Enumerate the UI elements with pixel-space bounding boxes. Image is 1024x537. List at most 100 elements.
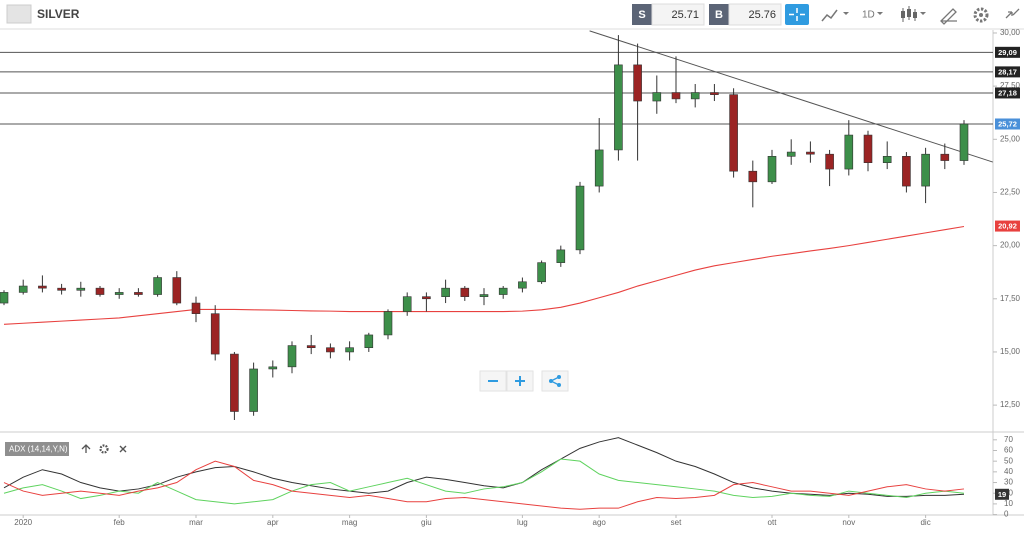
buy-price: 25.76 xyxy=(748,9,776,21)
candle-body xyxy=(748,170,758,183)
settings-button[interactable] xyxy=(973,7,989,23)
dropdown-arrow xyxy=(877,12,883,15)
timeframe-button[interactable]: 1D xyxy=(862,10,883,21)
candle-body xyxy=(902,156,911,187)
candle-body xyxy=(479,294,489,297)
candle-body xyxy=(633,64,642,102)
sell-label: S xyxy=(638,9,645,21)
candle-body xyxy=(95,287,105,295)
candle-body xyxy=(383,311,393,336)
sell-button[interactable] xyxy=(632,4,652,25)
level-tag xyxy=(995,46,1020,58)
toolbar xyxy=(0,0,1024,29)
y-tick-label: 27,50 xyxy=(1000,81,1021,90)
candle-body xyxy=(114,292,124,295)
level-tag-label: 29,09 xyxy=(998,48,1017,57)
candle-body xyxy=(249,368,258,412)
candle-body xyxy=(422,296,431,300)
crosshair-icon xyxy=(789,8,805,21)
buy-button[interactable] xyxy=(709,4,729,25)
indicator-tag xyxy=(995,488,1009,500)
buy-price-box[interactable] xyxy=(728,3,782,26)
candle-body xyxy=(671,92,681,100)
candle-body xyxy=(729,94,738,172)
share-button[interactable] xyxy=(541,370,569,392)
share-dot xyxy=(549,379,553,383)
remove-indicator-button[interactable] xyxy=(119,445,127,453)
indicator-line xyxy=(3,458,965,505)
y-tick-label: 60 xyxy=(1004,446,1013,455)
indicator-badge[interactable] xyxy=(5,442,69,456)
level-tag-label: 27,18 xyxy=(998,88,1017,97)
candle-body xyxy=(614,64,623,151)
indicator-tag-label: 19 xyxy=(998,490,1006,499)
y-tick-label: 10 xyxy=(1004,499,1013,508)
candle-icon xyxy=(913,12,917,18)
chart-type-icon xyxy=(821,9,838,22)
moving-average xyxy=(3,225,965,325)
x-tick-label: ago xyxy=(593,518,607,527)
level-tag xyxy=(995,118,1020,130)
y-tick-label: 17,50 xyxy=(1000,294,1021,303)
y-tick-label: 50 xyxy=(1004,456,1013,465)
symbol: SILVER xyxy=(37,7,80,21)
x-tick-label: giu xyxy=(421,518,432,527)
y-tick-label: 20,00 xyxy=(1000,241,1021,250)
candle-body xyxy=(441,287,450,297)
y-tick-label: 40 xyxy=(1004,467,1013,476)
candle-body xyxy=(844,134,854,170)
plus-icon xyxy=(515,376,525,386)
candle-body xyxy=(652,92,662,102)
candle-body xyxy=(498,287,508,295)
crosshair-button[interactable] xyxy=(785,4,809,25)
level-tag-label: 28,17 xyxy=(998,67,1017,76)
x-tick-label: feb xyxy=(114,518,126,527)
candle-body xyxy=(191,302,201,314)
candle-body xyxy=(230,353,239,412)
indicator-settings-button[interactable] xyxy=(99,444,109,454)
x-tick-label: dic xyxy=(920,518,930,527)
x-tick-label: apr xyxy=(267,518,279,527)
candle-body xyxy=(18,285,28,293)
candle-body xyxy=(268,366,278,370)
chart-type-button[interactable] xyxy=(821,9,849,22)
y-tick-label: 30 xyxy=(1004,478,1013,487)
expand-button[interactable] xyxy=(1005,8,1020,19)
candle-body xyxy=(537,262,546,283)
x-tick-label: set xyxy=(671,518,682,527)
sell-price: 25.71 xyxy=(671,9,699,21)
level-tag-label: 25,72 xyxy=(998,119,1017,128)
x-tick-label: lug xyxy=(517,518,528,527)
x-tick-label: mar xyxy=(189,518,203,527)
candle-body xyxy=(921,153,930,187)
candle-body xyxy=(959,123,969,161)
candle-body xyxy=(57,287,66,291)
sell-price-box[interactable] xyxy=(651,3,705,26)
candle-body xyxy=(594,149,604,187)
candle-body xyxy=(153,277,162,295)
trend-line xyxy=(589,30,993,163)
candle-body xyxy=(940,153,950,161)
crosshair-bg xyxy=(785,4,809,25)
share-dot xyxy=(557,383,561,387)
level-tag xyxy=(995,87,1020,99)
candle-body xyxy=(76,287,86,291)
y-tick-label: 22,50 xyxy=(1000,188,1021,197)
candle-body xyxy=(0,292,9,304)
candle-body xyxy=(172,277,182,304)
candle-body xyxy=(556,249,566,263)
candle-icon xyxy=(901,11,905,18)
ma-tag-label: 20,92 xyxy=(998,222,1017,231)
candle-body xyxy=(326,347,335,353)
indicator-title: ADX (14,14,Y,N) xyxy=(9,445,68,454)
draw-tool-button[interactable] xyxy=(940,8,957,25)
move-up-button[interactable] xyxy=(81,444,91,453)
candle-icon xyxy=(907,9,911,17)
candle-body xyxy=(767,156,777,183)
candle-style-button[interactable] xyxy=(901,6,926,22)
candle-body xyxy=(825,153,834,170)
candle-body xyxy=(863,134,873,163)
y-tick-label: 0 xyxy=(1004,510,1009,519)
y-tick-label: 25,00 xyxy=(1000,134,1021,143)
